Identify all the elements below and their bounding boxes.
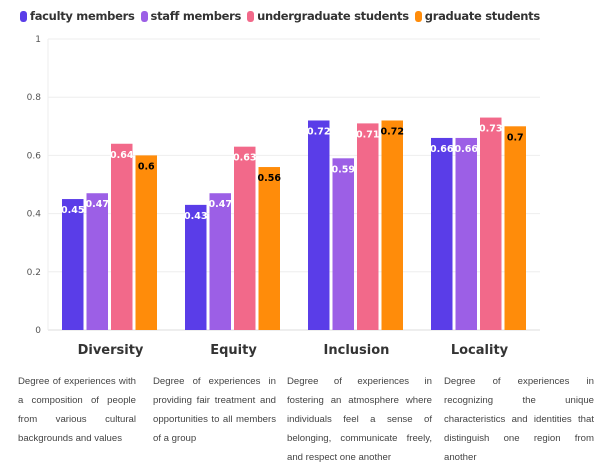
data-label: 0.71 (356, 129, 379, 140)
data-label: 0.47 (209, 199, 232, 210)
bar (480, 117, 502, 330)
y-tick-label: 0.8 (27, 93, 42, 103)
legend-label: faculty members (30, 9, 135, 23)
legend-item[interactable]: staff members (140, 9, 242, 23)
legend-item[interactable]: graduate students (414, 9, 540, 23)
bar (431, 137, 453, 330)
legend-swatch (414, 10, 422, 22)
data-label: 0.43 (184, 211, 207, 222)
bar (504, 126, 526, 330)
category-label: Diversity (77, 343, 144, 358)
y-tick-label: 0 (35, 326, 41, 336)
bar (357, 123, 379, 330)
category-description: Degree of experiences in fostering an at… (287, 376, 432, 463)
bar (308, 120, 330, 330)
data-label: 0.72 (307, 126, 330, 137)
category-label: Equity (210, 343, 257, 358)
bar (381, 120, 403, 330)
data-label: 0.72 (381, 126, 404, 137)
data-label: 0.45 (61, 205, 84, 216)
data-label: 0.47 (86, 199, 109, 210)
y-tick-label: 0.4 (27, 210, 42, 220)
legend-swatch (20, 10, 27, 22)
category-description: Degree of experiences in providing fair … (153, 376, 276, 444)
data-label: 0.56 (258, 173, 282, 184)
data-label: 0.64 (110, 150, 134, 161)
bar (86, 193, 108, 330)
data-label: 0.66 (430, 144, 454, 155)
bar (111, 143, 133, 330)
legend-swatch (140, 10, 148, 22)
legend-label: staff members (150, 9, 242, 23)
y-tick-label: 0.2 (27, 268, 41, 278)
y-tick-label: 1 (35, 35, 41, 45)
bar (62, 199, 84, 330)
data-label: 0.59 (332, 164, 355, 175)
category-description: Degree of experiences with a composition… (18, 376, 136, 444)
legend-label: undergraduate students (257, 9, 409, 23)
legend-item[interactable]: undergraduate students (247, 9, 409, 23)
bar (455, 137, 477, 330)
data-label: 0.7 (507, 132, 524, 143)
data-label: 0.6 (138, 161, 155, 172)
bar (258, 167, 280, 330)
category-label: Inclusion (323, 343, 390, 358)
legend: faculty members staff members undergraduat… (20, 9, 540, 23)
legend-label: graduate students (424, 9, 540, 23)
data-label: 0.66 (455, 144, 479, 155)
y-tick-label: 0.6 (27, 151, 42, 161)
legend-item[interactable]: faculty members (20, 9, 135, 23)
bar (135, 155, 157, 330)
data-label: 0.73 (479, 124, 502, 135)
category-label: Locality (450, 343, 509, 358)
category-description: Degree of experiences in recognizing the… (444, 376, 594, 463)
chart: 00.20.40.60.810.450.470.640.60.430.470.6… (27, 35, 540, 336)
data-label: 0.63 (233, 153, 256, 164)
bar (234, 146, 256, 330)
bar (209, 193, 231, 330)
bar (185, 204, 207, 330)
legend-swatch (247, 10, 255, 22)
bar (332, 158, 354, 330)
